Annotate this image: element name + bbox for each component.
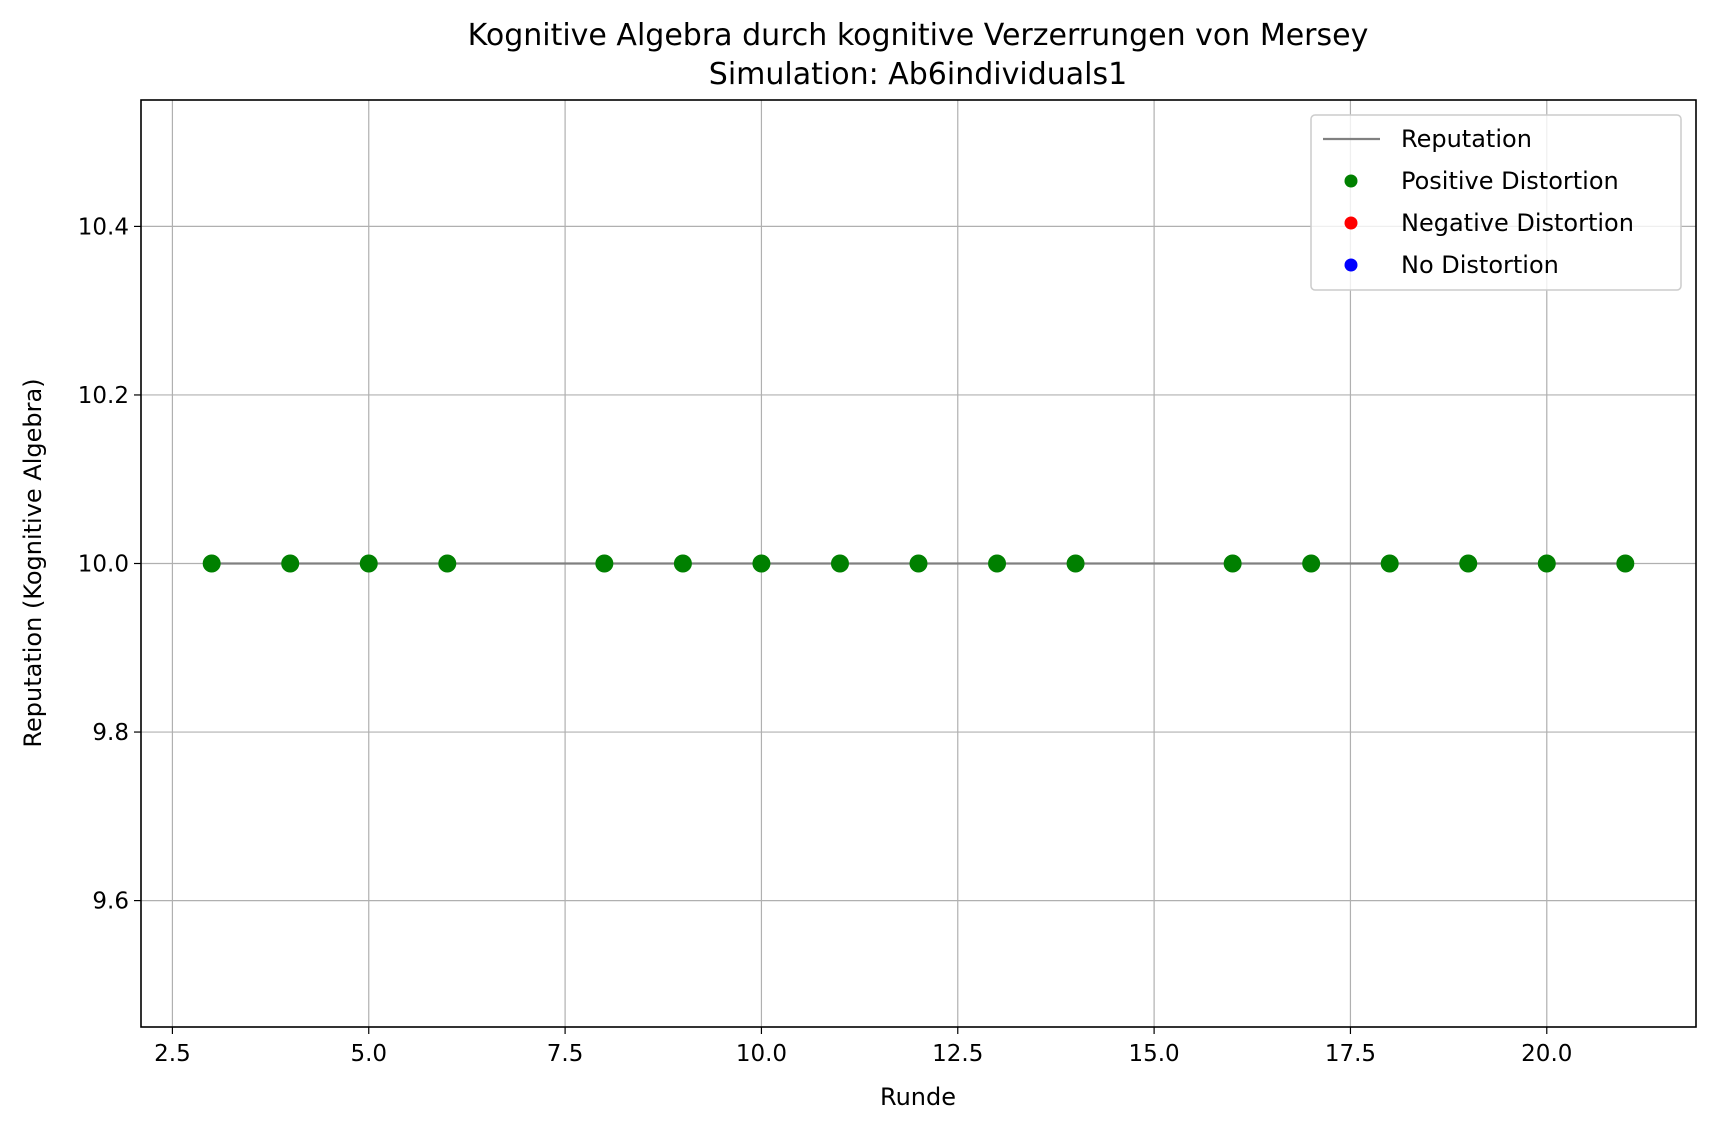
- plot-series: [202, 554, 1635, 573]
- y-axis-label: Reputation (Kognitive Algebra): [19, 378, 47, 747]
- legend-label: Positive Distortion: [1401, 167, 1619, 195]
- y-tick-label: 9.6: [92, 889, 129, 915]
- chart-title: Kognitive Algebra durch kognitive Verzer…: [468, 18, 1369, 53]
- legend-marker-swatch: [1344, 258, 1358, 272]
- x-tick-label: 12.5: [932, 1041, 983, 1067]
- data-point: [988, 554, 1007, 573]
- data-point: [1616, 554, 1635, 573]
- data-point: [673, 554, 692, 573]
- x-tick-label: 17.5: [1325, 1041, 1376, 1067]
- legend-marker-swatch: [1344, 216, 1358, 230]
- x-tick-label: 2.5: [154, 1041, 191, 1067]
- legend-box: [1310, 114, 1682, 291]
- legend: Reputation Positive Distortion Negative Di…: [1310, 114, 1682, 291]
- data-point: [830, 554, 849, 573]
- data-point: [202, 554, 221, 573]
- data-point: [595, 554, 614, 573]
- x-axis-label: Runde: [880, 1083, 956, 1111]
- x-tick-label: 10.0: [736, 1041, 787, 1067]
- data-point: [1537, 554, 1556, 573]
- legend-label: No Distortion: [1401, 251, 1559, 279]
- x-tick-label: 20.0: [1521, 1041, 1572, 1067]
- y-tick-label: 10.2: [78, 383, 129, 409]
- data-point: [909, 554, 928, 573]
- x-tick-label: 7.5: [547, 1041, 584, 1067]
- data-point: [1302, 554, 1321, 573]
- chart-subtitle: Simulation: Ab6individuals1: [709, 57, 1127, 92]
- data-point: [1459, 554, 1478, 573]
- data-point: [752, 554, 771, 573]
- y-tick-label: 10.0: [78, 552, 129, 578]
- data-point: [1066, 554, 1085, 573]
- y-tick-label: 10.4: [78, 214, 129, 240]
- x-tick-label: 15.0: [1128, 1041, 1179, 1067]
- x-tick-label: 5.0: [350, 1041, 387, 1067]
- data-point: [359, 554, 378, 573]
- axis-ticks: 2.5 5.0 7.5 10.0 12.5 15.0 17.5 20.0 9.6 9.8 10.0 1…: [78, 214, 1573, 1067]
- data-point: [1380, 554, 1399, 573]
- y-tick-label: 9.8: [92, 720, 129, 746]
- data-point: [1223, 554, 1242, 573]
- data-point: [281, 554, 300, 573]
- legend-marker-swatch: [1344, 174, 1358, 188]
- legend-label: Reputation: [1401, 125, 1532, 153]
- legend-label: Negative Distortion: [1401, 209, 1634, 237]
- data-point: [438, 554, 457, 573]
